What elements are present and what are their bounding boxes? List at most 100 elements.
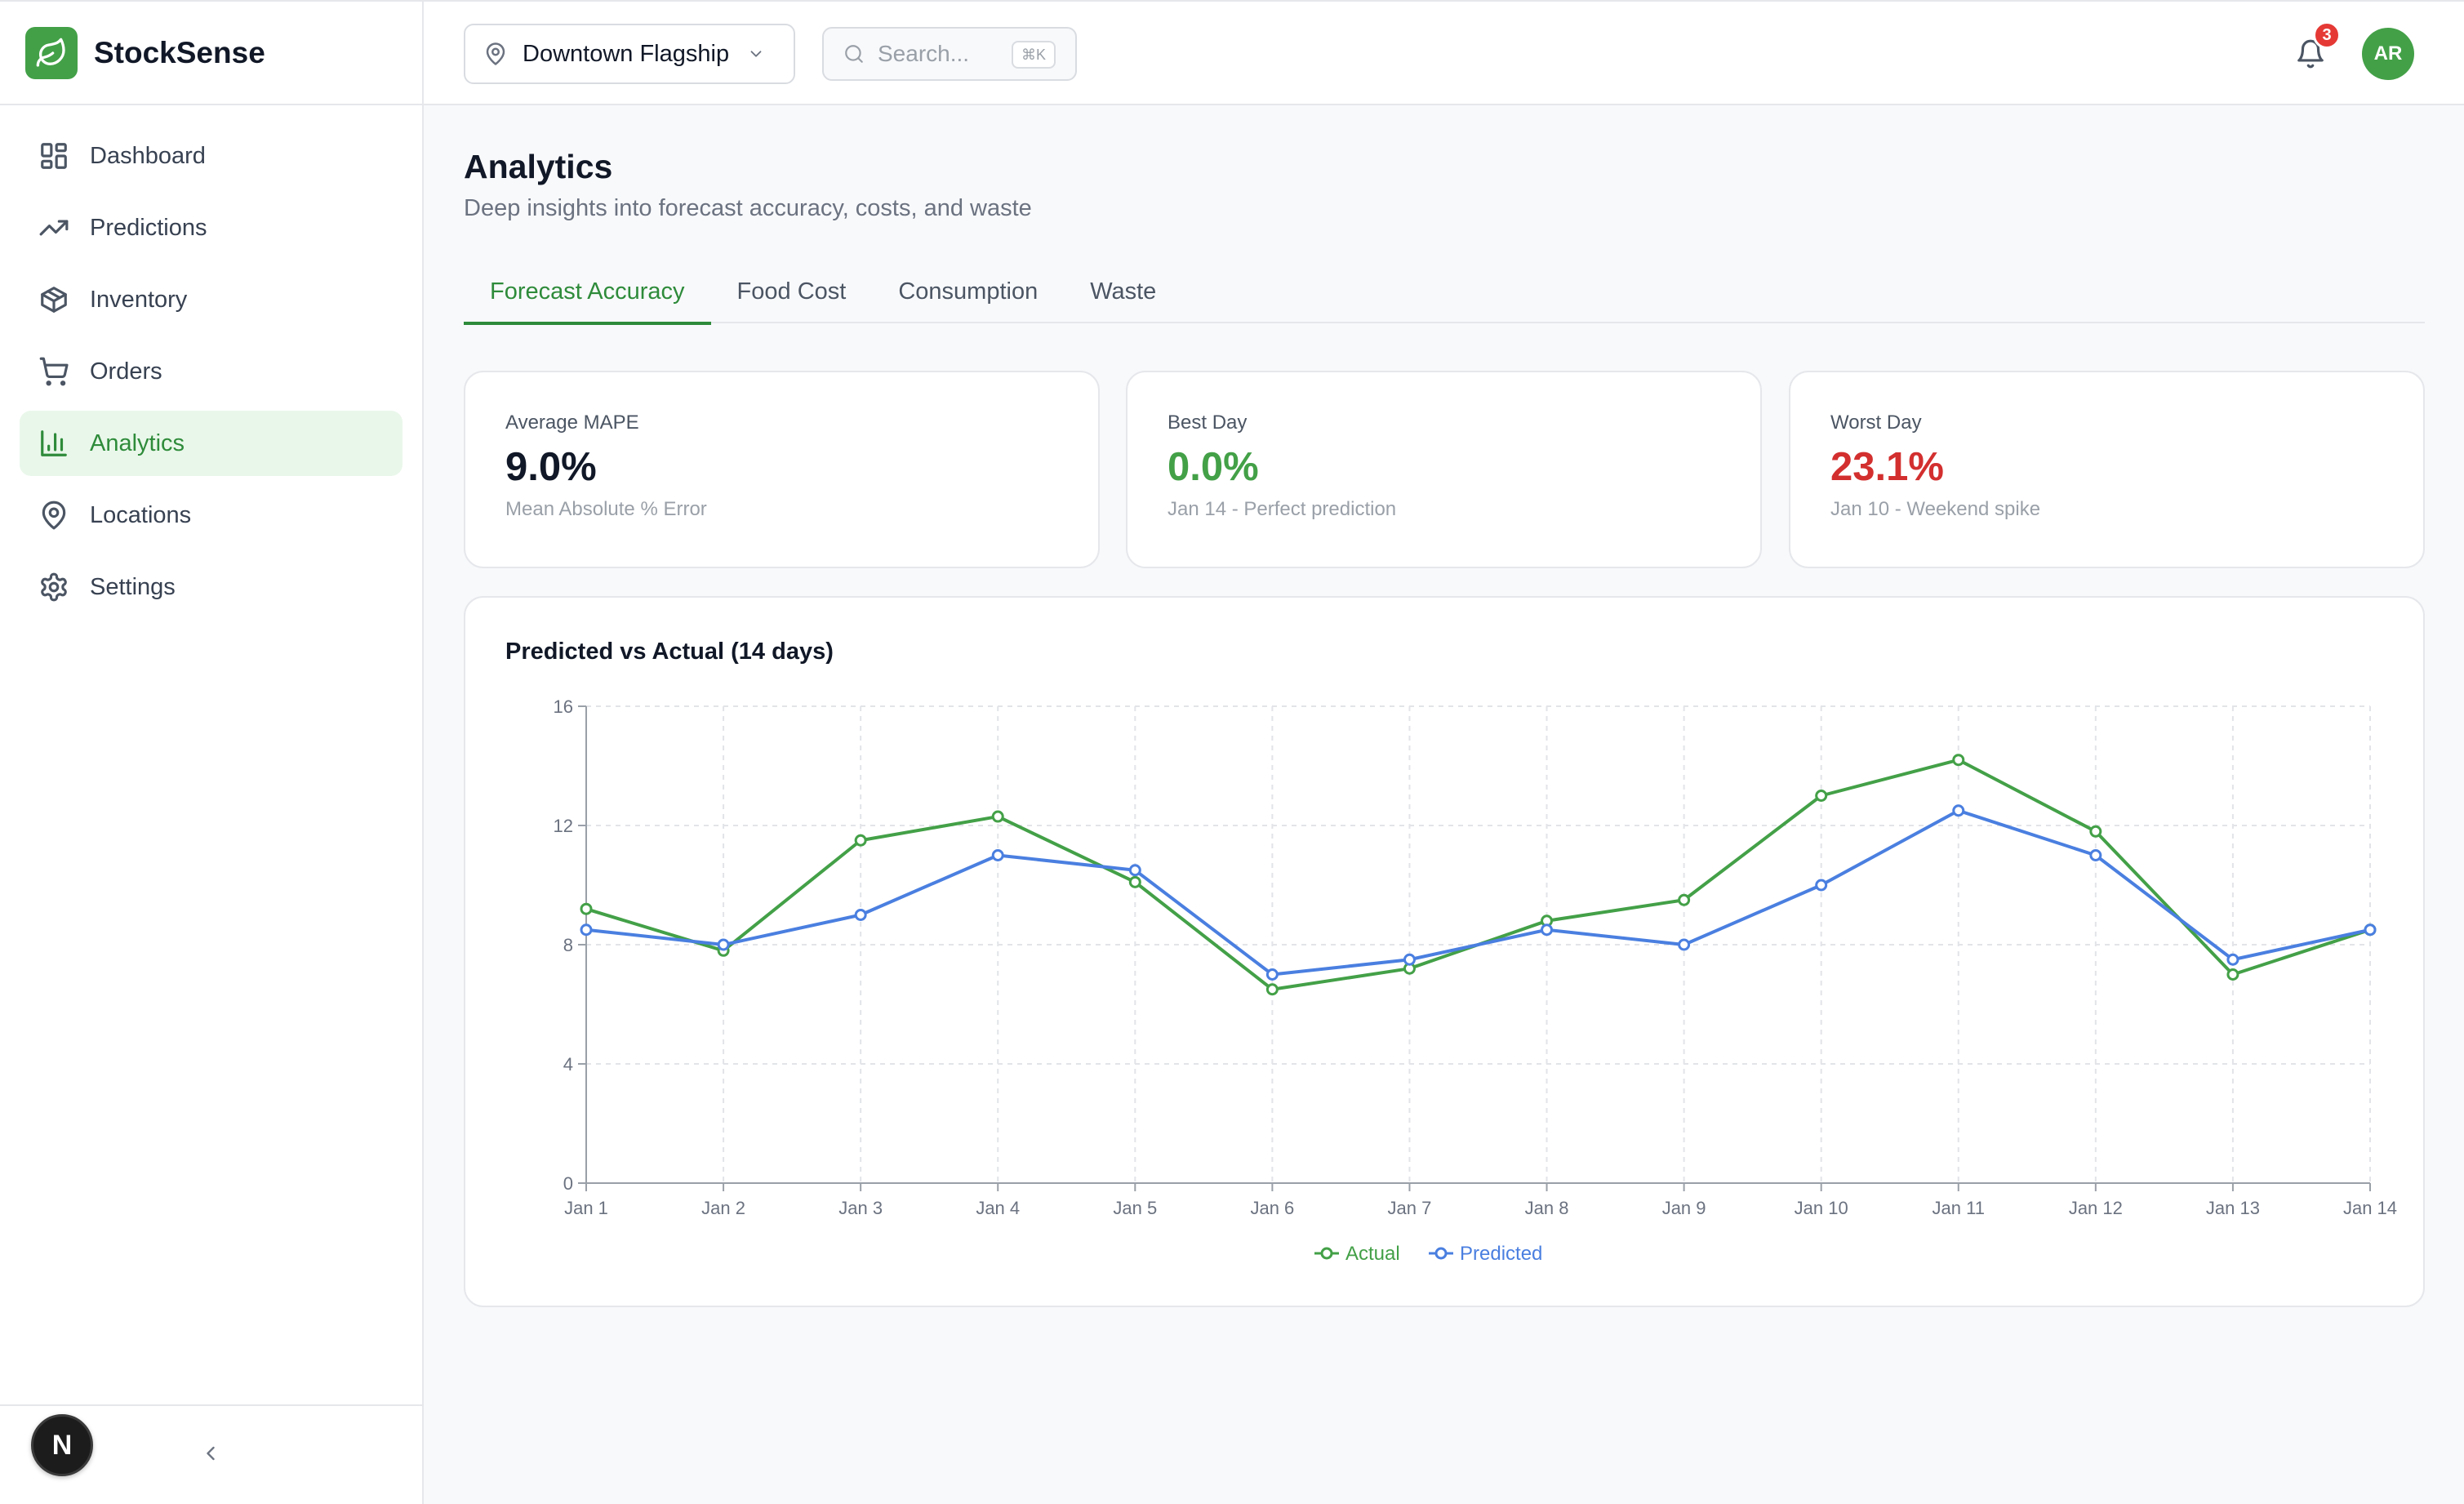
x-tick-label: Jan 10 [1795,1198,1848,1218]
data-point-predicted [2089,849,2102,861]
x-tick-label: Jan 11 [1933,1198,1985,1218]
location-selector[interactable]: Downtown Flagship [464,24,795,84]
sidebar-item-label: Analytics [90,429,185,456]
y-tick-label: 12 [554,816,573,836]
map-pin-icon [486,42,505,65]
sidebar-item-settings[interactable]: Settings [20,554,403,620]
collapse-sidebar-button[interactable] [196,1439,225,1468]
data-point-predicted [1265,968,1279,981]
sidebar-item-predictions[interactable]: Predictions [20,195,403,260]
legend-marker-actual [1320,1247,1333,1260]
bell-icon [2297,39,2324,69]
x-tick-label: Jan 6 [1250,1198,1294,1218]
x-tick-label: Jan 14 [2343,1198,2397,1218]
kpi-note: Jan 14 - Perfect prediction [1168,498,1397,520]
tab-consumption[interactable]: Consumption [898,278,1039,305]
x-tick-label: Jan 8 [1525,1198,1569,1218]
kpi-value: 0.0% [1168,445,1259,489]
series-line-actual [585,758,2371,991]
kpi-value: 23.1% [1830,445,1944,489]
kpi-note: Mean Absolute % Error [505,498,707,520]
sidebar-item-label: Inventory [90,286,188,313]
sidebar-item-inventory[interactable]: Inventory [20,267,403,332]
search-icon [845,45,863,63]
notifications-button[interactable] [2293,36,2328,72]
data-point-predicted [1815,879,1828,892]
data-point-actual [1815,790,1828,802]
next-dev-badge[interactable]: N [31,1414,93,1476]
kpi-card-worst-day: Worst Day 23.1% Jan 10 - Weekend spike [1789,371,2425,568]
y-tick-label: 0 [563,1173,573,1194]
tab-forecast-accuracy[interactable]: Forecast Accuracy [464,260,711,325]
sidebar-item-label: Dashboard [90,142,206,169]
data-point-predicted [2364,923,2377,937]
leaf-logo-icon [25,26,78,79]
bar-chart-icon [38,427,70,460]
data-point-predicted [717,938,730,951]
data-point-actual [2089,825,2102,838]
sidebar-item-orders[interactable]: Orders [20,339,403,404]
y-tick-label: 8 [563,935,573,955]
location-value: Downtown Flagship [523,40,730,67]
data-point-actual [1678,893,1691,906]
data-point-predicted [854,909,867,921]
analytics-tabs: Forecast Accuracy Food Cost Consumption … [464,260,2425,325]
x-tick-label: Jan 3 [838,1198,883,1218]
kpi-note: Jan 10 - Weekend spike [1830,498,2041,520]
avatar[interactable]: AR [2362,28,2414,80]
data-point-actual [991,810,1004,823]
legend-label-actual: Actual [1345,1243,1400,1265]
page-subtitle: Deep insights into forecast accuracy, co… [464,195,1032,221]
kpi-row: Average MAPE 9.0% Mean Absolute % Error … [464,371,2425,568]
kpi-card-best-day: Best Day 0.0% Jan 14 - Perfect predictio… [1126,371,1762,568]
kpi-label: Average MAPE [505,412,639,434]
sidebar-item-analytics[interactable]: Analytics [20,411,403,476]
sidebar-item-label: Settings [90,573,176,600]
chevron-left-icon [207,1446,215,1461]
sidebar-footer: N [0,1404,422,1504]
data-point-predicted [1952,804,1965,817]
x-tick-label: Jan 7 [1388,1198,1432,1218]
x-tick-label: Jan 13 [2206,1198,2260,1218]
kpi-card-average-mape: Average MAPE 9.0% Mean Absolute % Error [464,371,1100,568]
dashboard-icon [38,140,70,172]
trending-up-icon [38,211,70,244]
x-tick-label: Jan 4 [976,1198,1020,1218]
sidebar-item-dashboard[interactable]: Dashboard [20,123,403,189]
predicted-vs-actual-card: Predicted vs Actual (14 days) 0 4 8 12 16 Jan… [464,596,2425,1307]
kpi-value: 9.0% [505,445,597,489]
x-tick-label: Jan 12 [2069,1198,2123,1218]
data-point-actual [854,834,867,847]
search-input[interactable]: Search... ⌘K [822,27,1077,81]
gear-icon [38,571,70,603]
y-tick-label: 16 [554,696,573,717]
data-point-actual [1265,983,1279,996]
data-point-actual [1128,875,1141,888]
page-title: Analytics [464,148,613,185]
data-point-predicted [580,923,593,937]
data-point-actual [580,902,593,915]
app-name: StockSense [94,35,265,69]
tab-food-cost[interactable]: Food Cost [736,278,847,305]
kpi-label: Worst Day [1830,412,1922,434]
sidebar-item-label: Predictions [90,214,207,241]
x-tick-label: Jan 5 [1113,1198,1157,1218]
brand[interactable]: StockSense [0,0,422,105]
sidebar: StockSense Dashboard Predictions [0,0,424,1504]
legend-label-predicted: Predicted [1460,1243,1542,1265]
search-shortcut: ⌘K [1011,41,1056,69]
data-point-actual [1952,754,1965,767]
chart-title: Predicted vs Actual (14 days) [505,639,834,665]
kpi-label: Best Day [1168,412,1248,434]
sidebar-item-label: Orders [90,358,162,385]
tab-waste[interactable]: Waste [1090,278,1157,305]
sidebar-nav: Dashboard Predictions Inventory [0,105,422,620]
sidebar-item-locations[interactable]: Locations [20,483,403,548]
data-point-predicted [2226,953,2239,966]
package-icon [38,283,70,316]
data-point-predicted [1128,864,1141,877]
data-point-predicted [1541,923,1554,937]
data-point-predicted [1403,953,1416,966]
top-bar: Downtown Flagship Search... ⌘K 3 AR [424,0,2464,105]
data-point-predicted [1678,938,1691,951]
